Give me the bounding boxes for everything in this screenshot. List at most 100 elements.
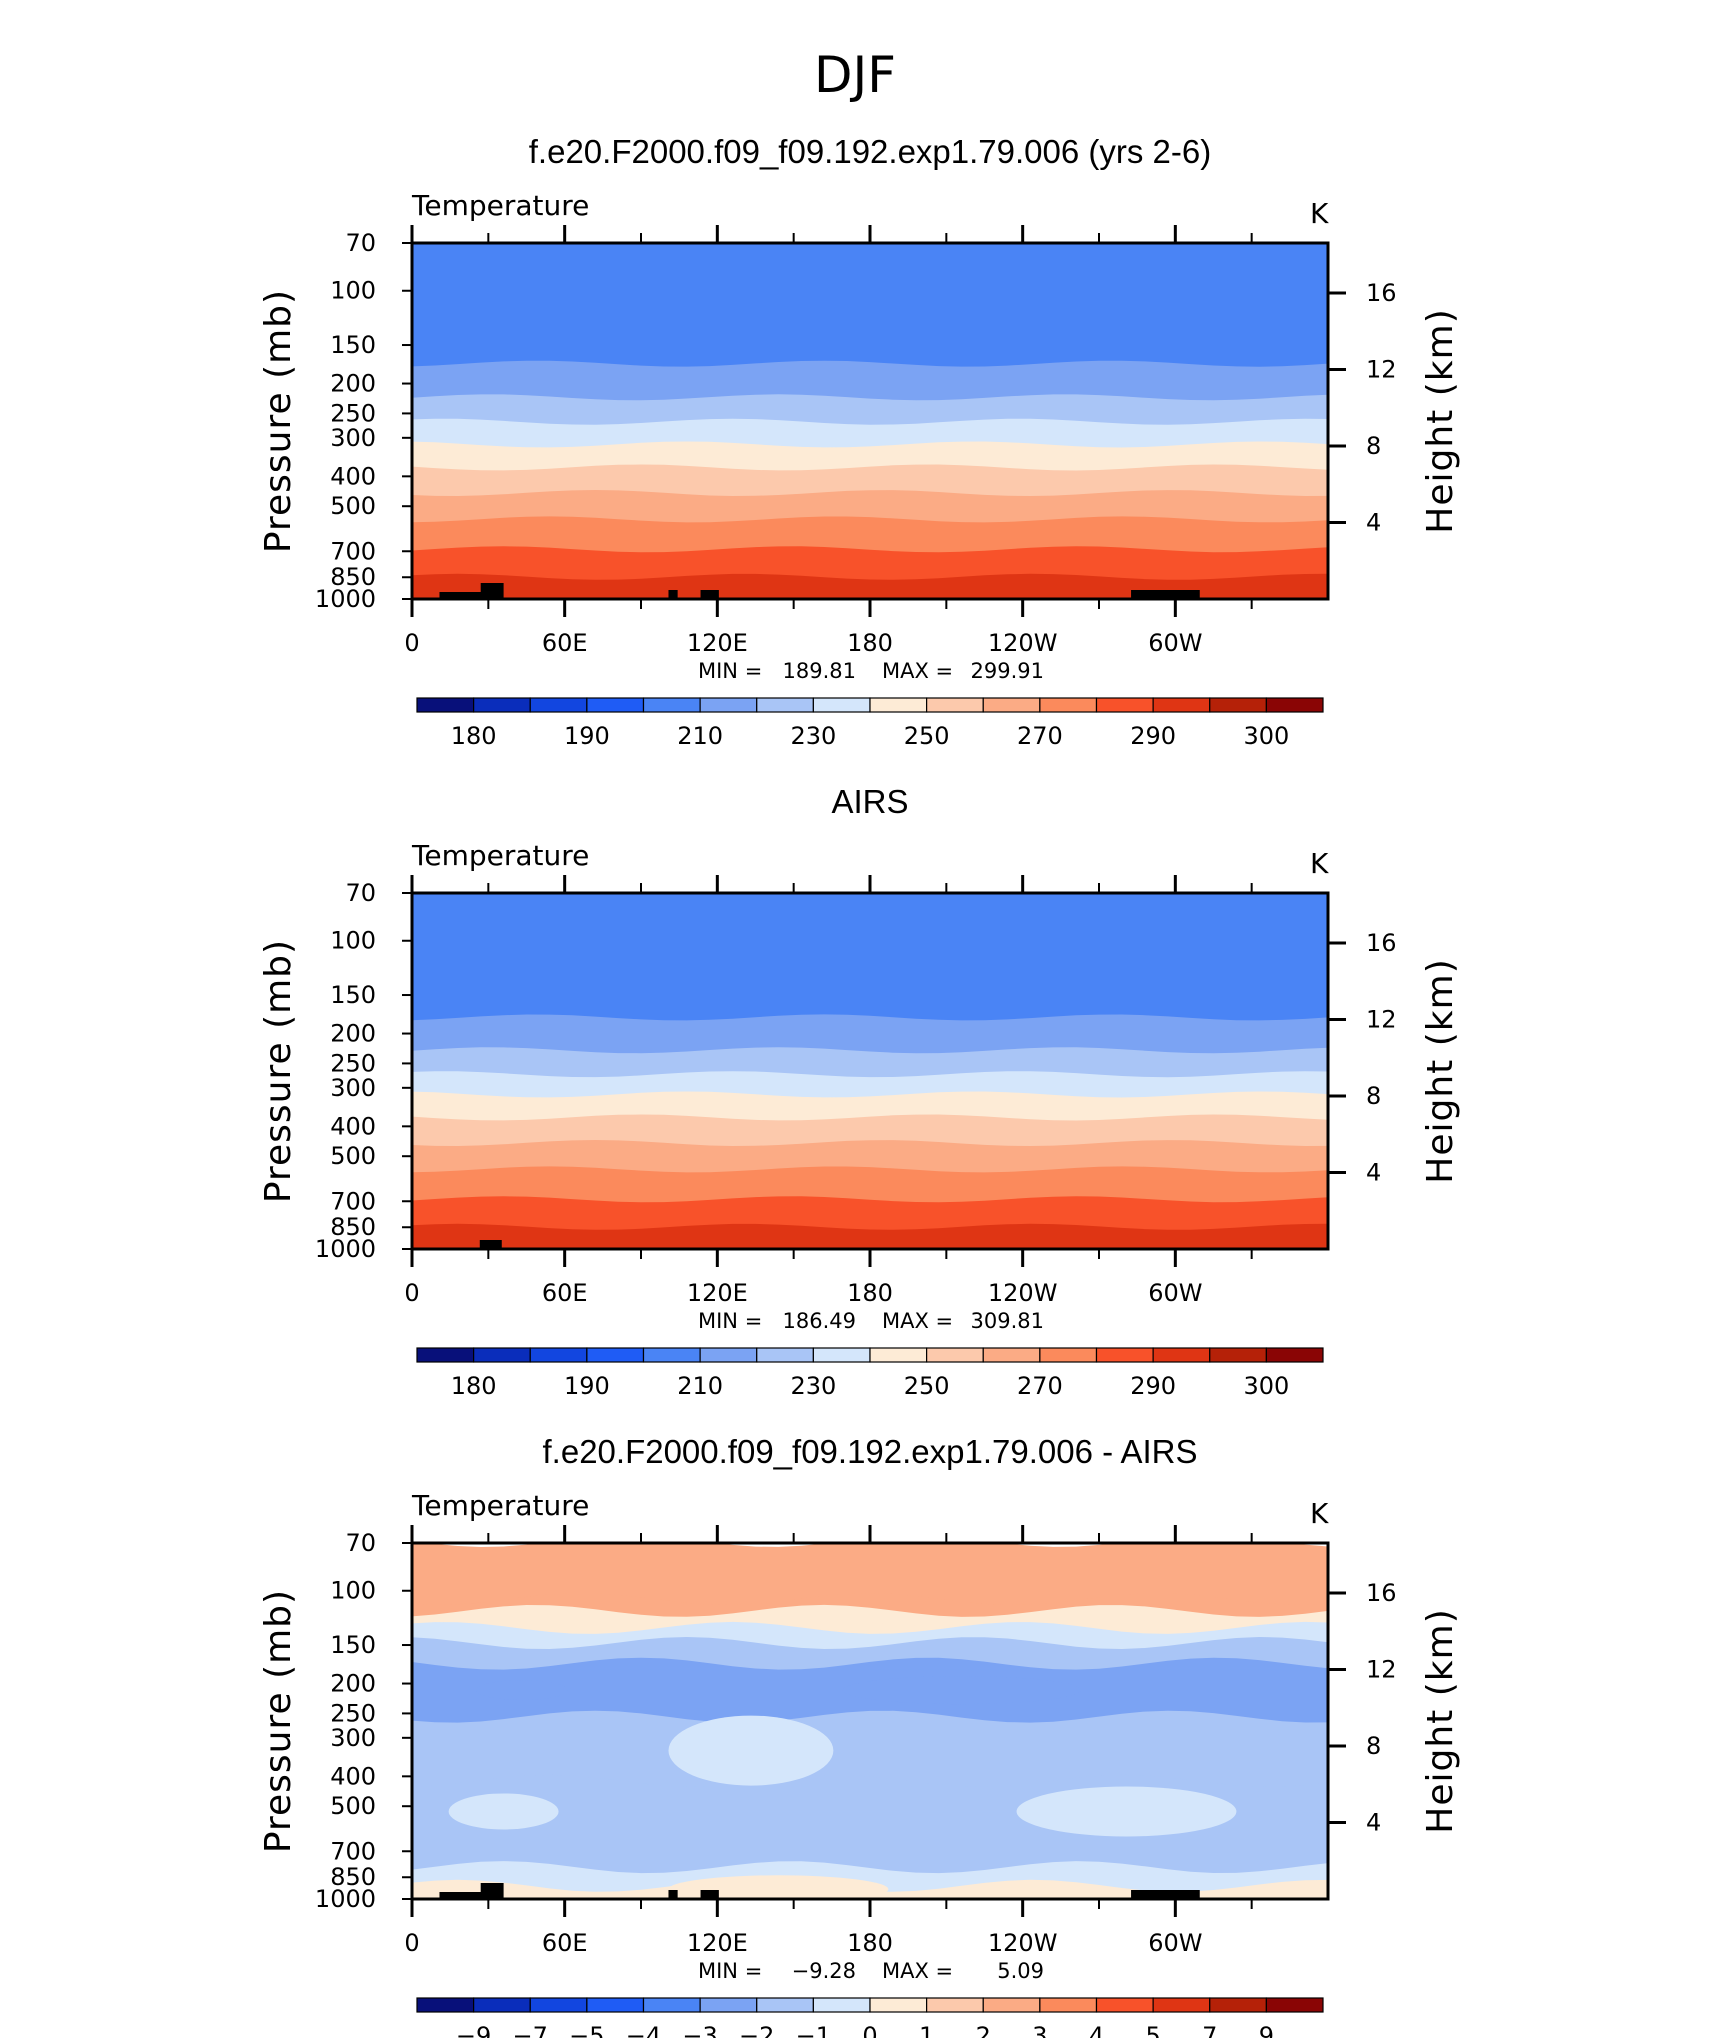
colorbar-swatch [1265, 1997, 1324, 2013]
colorbar-swatch [1095, 697, 1154, 713]
y-axis-right-title: Height (km) [1420, 308, 1461, 533]
colorbar-label: −9 [456, 2022, 491, 2038]
colorbar-label: 180 [451, 722, 497, 750]
height-tick-label: 4 [1366, 1809, 1381, 1837]
colorbar-swatch [756, 1997, 814, 2013]
colorbar-swatch [812, 1997, 871, 2013]
colorbar-label: −5 [569, 2022, 604, 2038]
colorbar-swatch [1152, 1997, 1211, 2013]
panel-title: f.e20.F2000.f09_f09.192.exp1.79.006 - AI… [543, 1433, 1198, 1470]
colorbar-swatch [869, 697, 928, 713]
colorbar: −9 −7 −5 −4 −3 −2 −1 0 1 2 3 4 5 7 9 [416, 1997, 1324, 2038]
y-tick-label: 100 [330, 277, 376, 305]
contour-band [412, 1046, 1328, 1083]
x-tick-label: 60E [542, 629, 588, 657]
colorbar-swatch [756, 697, 814, 713]
colorbar-swatch [642, 697, 701, 713]
colorbar-swatch [982, 1997, 1041, 2013]
colorbar-label: −3 [682, 2022, 717, 2038]
y-axis-title: Pressure (mb) [258, 1589, 299, 1853]
y-tick-label: 200 [330, 370, 376, 398]
contour-patch [476, 1680, 568, 1701]
colorbar-swatch [699, 1997, 758, 2013]
colorbar-label: 270 [1017, 722, 1063, 750]
height-tick-label: 8 [1366, 1082, 1381, 1110]
contour-field [412, 243, 1328, 599]
colorbar-label: −7 [513, 2022, 548, 2038]
height-tick-label: 16 [1366, 1579, 1397, 1607]
x-tick-label: 120W [988, 1929, 1058, 1957]
contour-patch [842, 1676, 1081, 1705]
colorbar-swatch [473, 1997, 531, 2013]
x-tick-label: 120W [988, 1279, 1058, 1307]
topography [480, 1883, 504, 1899]
height-tick-label: 4 [1366, 509, 1381, 537]
contour-band [412, 1013, 1328, 1059]
height-tick-label: 16 [1366, 279, 1397, 307]
x-tick-label: 60W [1148, 1929, 1202, 1957]
chart-panel-1: f.e20.F2000.f09_f09.192.exp1.79.006 (yrs… [258, 133, 1461, 750]
y-tick-label: 250 [330, 1049, 376, 1077]
colorbar-swatch [812, 697, 871, 713]
contour-patch [1016, 1786, 1237, 1837]
colorbar-swatch [1209, 697, 1267, 713]
units-label: K [1310, 847, 1329, 880]
x-tick-label: 180 [847, 629, 893, 657]
colorbar-swatch [642, 1347, 701, 1363]
max-value: 5.09 [997, 1959, 1044, 1983]
x-tick-label: 60E [542, 1279, 588, 1307]
contour-field [412, 1543, 1328, 1899]
contour-band [412, 974, 1328, 1026]
min-value: −9.28 [792, 1959, 856, 1983]
y-tick-label: 1000 [315, 1885, 376, 1913]
colorbar-swatch [1095, 1347, 1154, 1363]
y-tick-label: 70 [345, 1529, 376, 1557]
colorbar-label: 300 [1243, 1372, 1289, 1400]
colorbar-swatch [1265, 1347, 1324, 1363]
colorbar: 180 190 210 230 250 270 290 300 [416, 697, 1324, 750]
colorbar-label: 290 [1130, 1372, 1176, 1400]
colorbar-swatch [586, 1997, 645, 2013]
y-tick-label: 300 [330, 424, 376, 452]
min-value: 189.81 [783, 659, 856, 683]
colorbar-swatch [586, 697, 645, 713]
topography [1131, 590, 1200, 599]
colorbar-swatch [926, 1997, 984, 2013]
min-label: MIN = [698, 659, 762, 683]
y-tick-label: 500 [330, 1792, 376, 1820]
height-tick-label: 4 [1366, 1159, 1381, 1187]
min-label: MIN = [698, 1309, 762, 1333]
y-tick-label: 300 [330, 1724, 376, 1752]
colorbar-label: 190 [564, 1372, 610, 1400]
colorbar-label: 230 [790, 722, 836, 750]
contour-field [412, 893, 1328, 1249]
topography [480, 583, 504, 599]
x-tick-label: 0 [404, 1929, 419, 1957]
contour-band [412, 893, 1328, 987]
x-tick-label: 120E [687, 1929, 748, 1957]
colorbar-label: −1 [796, 2022, 831, 2038]
units-label: K [1310, 197, 1329, 230]
colorbar-label: 3 [1032, 2022, 1047, 2038]
colorbar-swatch [869, 1347, 928, 1363]
colorbar-swatch [473, 697, 531, 713]
colorbar-label: −2 [739, 2022, 774, 2038]
colorbar-swatch [812, 1347, 871, 1363]
y-tick-label: 70 [345, 229, 376, 257]
chart-panel-3: f.e20.F2000.f09_f09.192.exp1.79.006 - AI… [258, 1433, 1461, 2038]
topography [700, 590, 719, 599]
colorbar-swatch [529, 1997, 588, 2013]
colorbar-swatch [1039, 1347, 1098, 1363]
x-tick-label: 120E [687, 1279, 748, 1307]
colorbar-label: 1 [919, 2022, 934, 2038]
colorbar-label: 2 [976, 2022, 991, 2038]
x-tick-label: 180 [847, 1929, 893, 1957]
y-tick-label: 850 [330, 1213, 376, 1241]
y-tick-label: 400 [330, 1112, 376, 1140]
y-tick-label: 500 [330, 492, 376, 520]
contour-band [412, 1222, 1328, 1249]
contour-band [412, 1195, 1328, 1235]
max-label: MAX = [882, 1309, 953, 1333]
panel-title: AIRS [831, 783, 908, 820]
y-tick-label: 850 [330, 1863, 376, 1891]
